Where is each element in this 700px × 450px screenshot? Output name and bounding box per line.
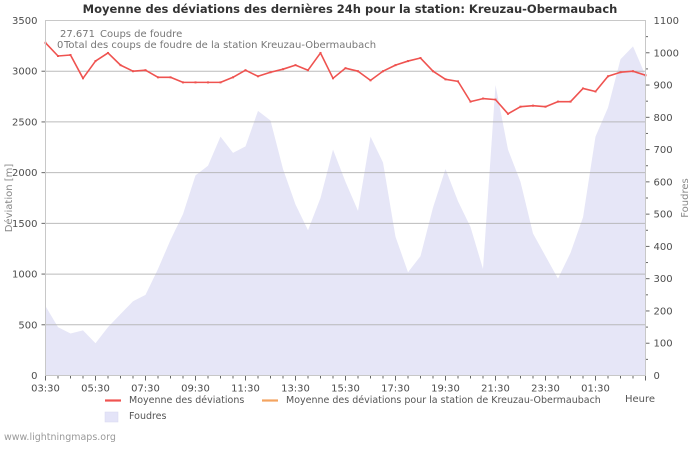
series-point (582, 87, 584, 90)
site-url-footer: www.lightningmaps.org (4, 432, 116, 443)
x-axis-tick-label: 23:30 (531, 384, 560, 395)
series-point (594, 90, 597, 93)
series-point (419, 57, 422, 60)
y2-axis-tick-label: 900 (654, 81, 673, 92)
y2-axis-tick-label: 800 (654, 113, 673, 124)
series-point (182, 81, 184, 84)
x-axis-tick-label: 09:30 (181, 384, 210, 395)
annotation-strike-count-value: 27.671 (60, 29, 95, 40)
x-axis-title: Heure (625, 394, 655, 405)
y2-axis-tick-label: 600 (654, 177, 673, 188)
series-point (382, 70, 384, 73)
y2-axis-tick-label: 1100 (654, 16, 679, 27)
series-point (482, 97, 484, 100)
series-point (207, 81, 209, 84)
y2-axis-tick-label: 100 (654, 339, 673, 350)
legend-swatch-2 (104, 411, 119, 423)
series-point (194, 81, 197, 84)
series-point (269, 71, 272, 74)
series-point (344, 67, 347, 70)
annotation-station-total-label: Total des coups de foudre de la station … (63, 40, 376, 51)
series-point (519, 105, 522, 108)
series-point (119, 64, 122, 67)
series-point (607, 75, 609, 78)
y2-axis-tick-label: 200 (654, 306, 673, 317)
y2-axis-tick-label: 0 (654, 371, 660, 382)
lightning-strikes-area (45, 46, 646, 376)
legend-label-0[interactable]: Moyenne des déviations (129, 395, 244, 406)
page-title: Moyenne des déviations des dernières 24h… (82, 2, 618, 16)
series-point (257, 75, 259, 78)
series-point (57, 55, 59, 57)
y-axis-tick-label: 0 (31, 371, 37, 382)
y-axis-tick-label: 2500 (12, 117, 37, 128)
y2-axis-tick-label: 1000 (654, 48, 679, 59)
y-axis-title: Déviation [m] (3, 164, 15, 233)
series-point (169, 76, 172, 79)
annotation-station-total-value: 0 (57, 40, 63, 51)
y2-axis-tick-label: 700 (654, 145, 673, 156)
x-axis-tick-label: 17:30 (381, 384, 410, 395)
series-point (544, 105, 547, 108)
x-axis-tick-label: 11:30 (231, 384, 260, 395)
series-point (232, 76, 234, 79)
series-point (619, 71, 622, 74)
y2-axis-title: Foudres (680, 178, 691, 217)
x-axis-tick-label: 07:30 (131, 384, 160, 395)
y2-axis-tick-label: 500 (654, 210, 673, 221)
series-point (332, 77, 334, 80)
x-axis-tick-label: 15:30 (331, 384, 360, 395)
series-point (569, 100, 572, 103)
y-axis-tick-label: 2000 (12, 168, 37, 179)
series-point (307, 69, 309, 72)
legend-label-2[interactable]: Foudres (129, 411, 167, 422)
series-point (157, 76, 159, 79)
y-axis-tick-label: 3000 (12, 67, 37, 78)
x-axis-tick-label: 03:30 (31, 384, 60, 395)
series-point (469, 100, 472, 103)
x-axis-tick-label: 21:30 (481, 384, 510, 395)
series-point (357, 70, 359, 73)
series-point (132, 70, 134, 73)
series-point (507, 112, 509, 115)
series-point (294, 64, 297, 67)
series-point (369, 79, 372, 82)
series-point (532, 104, 534, 107)
series-point (107, 51, 109, 54)
y-axis-tick-label: 1500 (12, 219, 37, 230)
series-point (244, 69, 247, 72)
plot-frame (45, 20, 646, 376)
series-point (94, 60, 97, 63)
series-point (432, 70, 434, 73)
series-point (144, 69, 147, 72)
annotation-strike-count-label: Coups de foudre (100, 29, 182, 40)
y2-axis-tick-label: 400 (654, 242, 673, 253)
series-point (82, 77, 84, 80)
series-point (632, 70, 634, 73)
y-axis-tick-label: 1000 (12, 270, 37, 281)
series-point (69, 53, 72, 56)
y-axis-tick-label: 500 (18, 320, 37, 331)
series-point (444, 78, 447, 81)
series-point (319, 51, 322, 54)
x-axis-tick-label: 13:30 (281, 384, 310, 395)
series-point (494, 98, 497, 101)
y-axis-tick-label: 3500 (12, 16, 37, 27)
series-point (557, 100, 559, 103)
y2-axis-tick-label: 300 (654, 274, 673, 285)
x-axis-tick-label: 05:30 (81, 384, 110, 395)
x-axis-tick-label: 19:30 (431, 384, 460, 395)
series-point (282, 68, 284, 71)
legend-label-1[interactable]: Moyenne des déviations pour la station d… (286, 395, 601, 406)
series-point (219, 81, 222, 84)
series-point (407, 60, 409, 63)
x-axis-tick-label: 01:30 (581, 384, 610, 395)
series-point (457, 80, 459, 83)
series-point (394, 64, 397, 67)
